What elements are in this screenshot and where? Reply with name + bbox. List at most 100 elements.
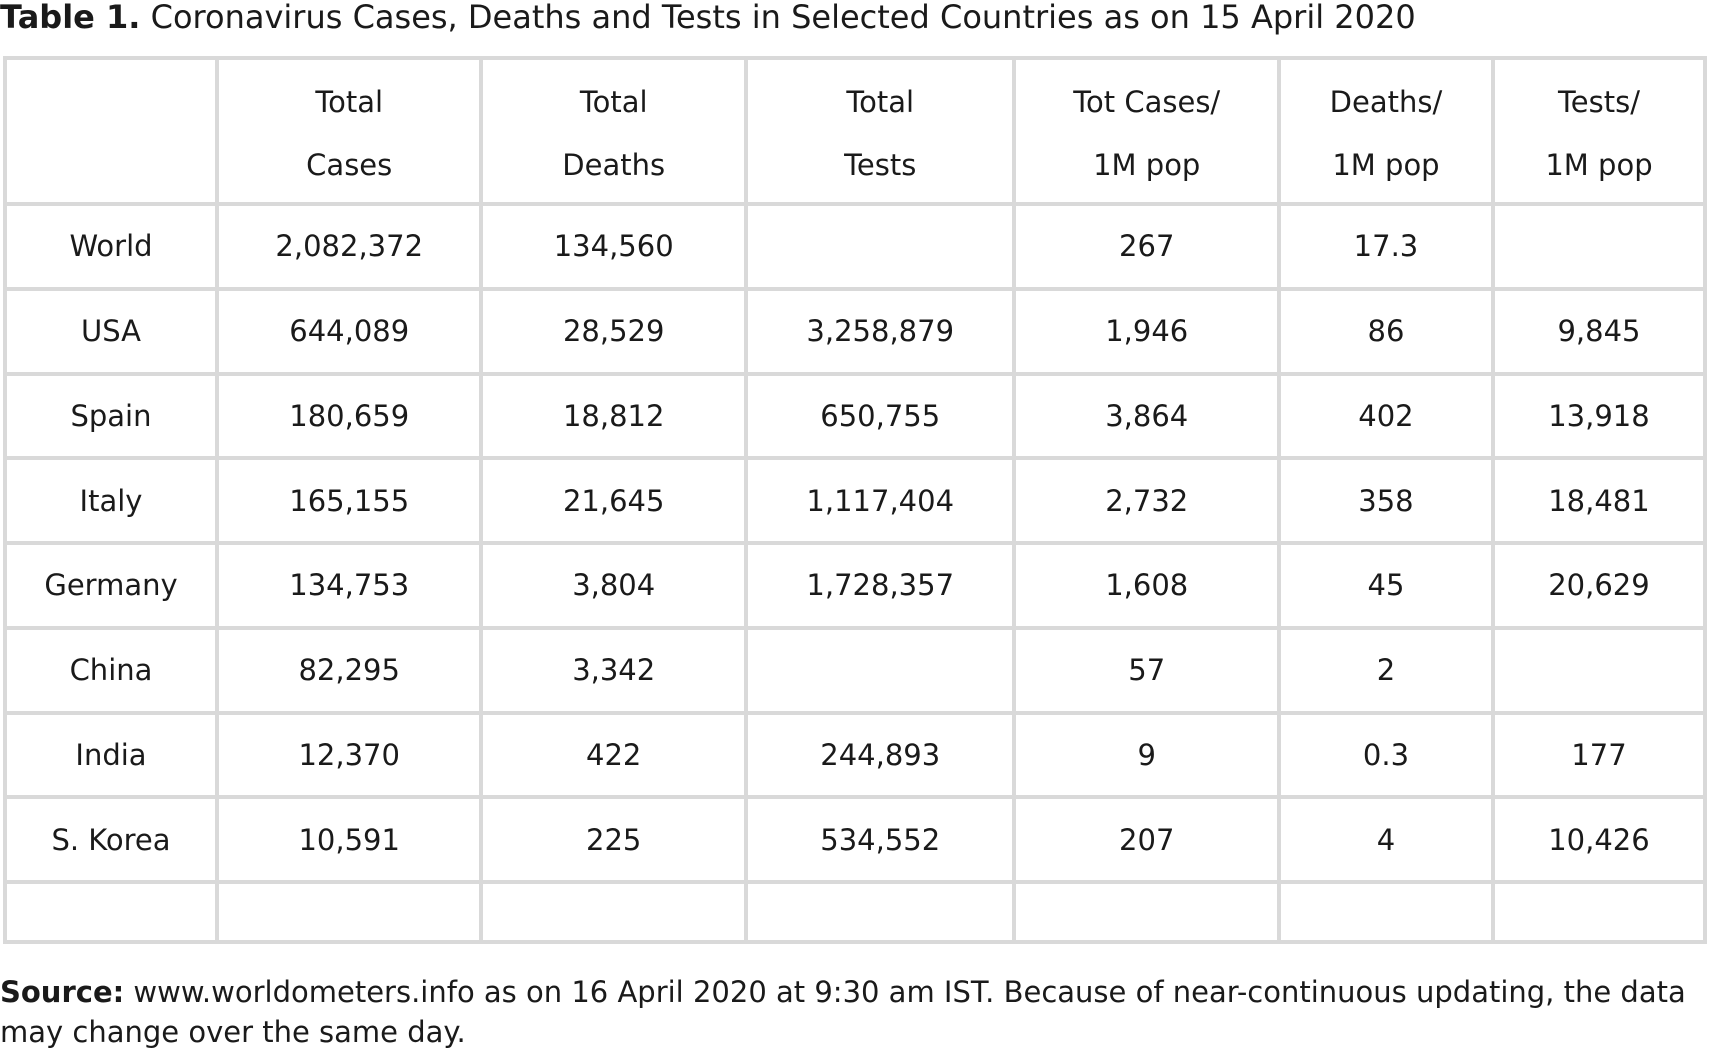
table-cell: 267: [1016, 206, 1277, 287]
table-cell: [1494, 883, 1703, 940]
source-label: Source:: [0, 975, 125, 1009]
table-cell: 9,845: [1494, 290, 1703, 372]
table-cell: 402: [1280, 375, 1491, 457]
table-cell: 13,918: [1494, 375, 1703, 457]
table-cell: 1,728,357: [747, 545, 1013, 626]
table-cell: 86: [1280, 290, 1491, 372]
country-cell: S. Korea: [7, 799, 215, 880]
header-line-2: 1M pop: [1093, 148, 1201, 183]
table-cell: 180,659: [218, 375, 480, 457]
table-row: World 2,082,372 134,560 267 17.3: [7, 206, 1703, 287]
table-cell: [483, 883, 744, 940]
table-cell: 21,645: [483, 460, 744, 542]
header-line-1: Total: [846, 85, 915, 120]
country-cell: China: [7, 629, 215, 711]
table-row: India 12,370 422 244,893 9 0.3 177: [7, 714, 1703, 796]
table-cell: 18,812: [483, 375, 744, 457]
table-cell: 20,629: [1494, 545, 1703, 626]
table-cell: [1280, 883, 1491, 940]
table-row: Spain 180,659 18,812 650,755 3,864 402 13,918: [7, 375, 1703, 457]
table-cell: 18,481: [1494, 460, 1703, 542]
table-cell: 225: [483, 799, 744, 880]
table-cell: 3,804: [483, 545, 744, 626]
table-cell: 165,155: [218, 460, 480, 542]
table-cell: 57: [1016, 629, 1277, 711]
table-cell: 2,082,372: [218, 206, 480, 287]
header-cell: Deaths/1M pop: [1280, 60, 1491, 203]
table-body: Total Cases Total Deaths Total Tests Tot Ca…: [7, 60, 1703, 940]
table-row: Italy 165,155 21,645 1,117,404 2,732 358 18,48…: [7, 460, 1703, 542]
header-line-1: Tests/: [1557, 85, 1640, 120]
covid-stats-table: Total Cases Total Deaths Total Tests Tot Ca…: [3, 56, 1707, 944]
source-note: Source: www.worldometers.info as on 16 A…: [0, 972, 1723, 1052]
table-cell: 1,117,404: [747, 460, 1013, 542]
header-line-1: Deaths/: [1329, 85, 1443, 120]
table-cell: 10,591: [218, 799, 480, 880]
table-cell: 10,426: [1494, 799, 1703, 880]
country-cell: Germany: [7, 545, 215, 626]
header-cell: Total Deaths: [483, 60, 744, 203]
table-cell: 9: [1016, 714, 1277, 796]
table-cell: 4: [1280, 799, 1491, 880]
header-line-1: Total: [315, 85, 384, 120]
header-line-2: Deaths: [562, 148, 666, 183]
table-row: USA 644,089 28,529 3,258,879 1,946 86 9,845: [7, 290, 1703, 372]
table-cell: 28,529: [483, 290, 744, 372]
data-table-container: Total Cases Total Deaths Total Tests Tot Ca…: [3, 56, 1707, 944]
table-cell: 644,089: [218, 290, 480, 372]
table-cell: 177: [1494, 714, 1703, 796]
table-cell: 3,258,879: [747, 290, 1013, 372]
table-cell: 3,342: [483, 629, 744, 711]
header-cell: Tot Cases/1M pop: [1016, 60, 1277, 203]
table-cell: 1,608: [1016, 545, 1277, 626]
table-cell: 2: [1280, 629, 1491, 711]
table-cell: 650,755: [747, 375, 1013, 457]
table-cell: [1494, 629, 1703, 711]
table-cell: 358: [1280, 460, 1491, 542]
table-cell: 2,732: [1016, 460, 1277, 542]
table-cell: [747, 629, 1013, 711]
header-line-1: Total: [579, 85, 648, 120]
header-line-2: Tests: [844, 148, 917, 183]
table-cell: 3,864: [1016, 375, 1277, 457]
header-cell: [7, 60, 215, 203]
table-cell: [747, 883, 1013, 940]
country-cell: Spain: [7, 375, 215, 457]
table-row: S. Korea 10,591 225 534,552 207 4 10,426: [7, 799, 1703, 880]
table-cell: 534,552: [747, 799, 1013, 880]
table-cell: 0.3: [1280, 714, 1491, 796]
caption-label: Table 1.: [0, 0, 141, 36]
table-cell: 82,295: [218, 629, 480, 711]
table-cell: 17.3: [1280, 206, 1491, 287]
empty-row: [7, 883, 1703, 940]
header-cell: Total Tests: [747, 60, 1013, 203]
table-cell: [1016, 883, 1277, 940]
table-cell: 45: [1280, 545, 1491, 626]
table-cell: 1,946: [1016, 290, 1277, 372]
caption-text: Coronavirus Cases, Deaths and Tests in S…: [140, 0, 1416, 36]
table-cell: 134,753: [218, 545, 480, 626]
country-cell: USA: [7, 290, 215, 372]
header-line-1: Tot Cases/: [1073, 85, 1221, 120]
table-cell: 422: [483, 714, 744, 796]
table-cell: 134,560: [483, 206, 744, 287]
header-cell: Tests/1M pop: [1494, 60, 1703, 203]
country-cell: India: [7, 714, 215, 796]
table-caption: Table 1. Coronavirus Cases, Deaths and T…: [0, 0, 1723, 34]
country-cell: Italy: [7, 460, 215, 542]
table-cell: [218, 883, 480, 940]
country-cell: [7, 883, 215, 940]
header-line-2: 1M pop: [1332, 148, 1440, 183]
table-cell: [1494, 206, 1703, 287]
source-text: www.worldometers.info as on 16 April 202…: [0, 975, 1686, 1049]
table-cell: [747, 206, 1013, 287]
table-cell: 207: [1016, 799, 1277, 880]
header-row: Total Cases Total Deaths Total Tests Tot Ca…: [7, 60, 1703, 203]
table-row: China 82,295 3,342 57 2: [7, 629, 1703, 711]
table-cell: 12,370: [218, 714, 480, 796]
header-line-2: Cases: [306, 148, 393, 183]
table-cell: 244,893: [747, 714, 1013, 796]
country-cell: World: [7, 206, 215, 287]
table-row: Germany 134,753 3,804 1,728,357 1,608 45 20,62…: [7, 545, 1703, 626]
header-line-2: 1M pop: [1545, 148, 1653, 183]
